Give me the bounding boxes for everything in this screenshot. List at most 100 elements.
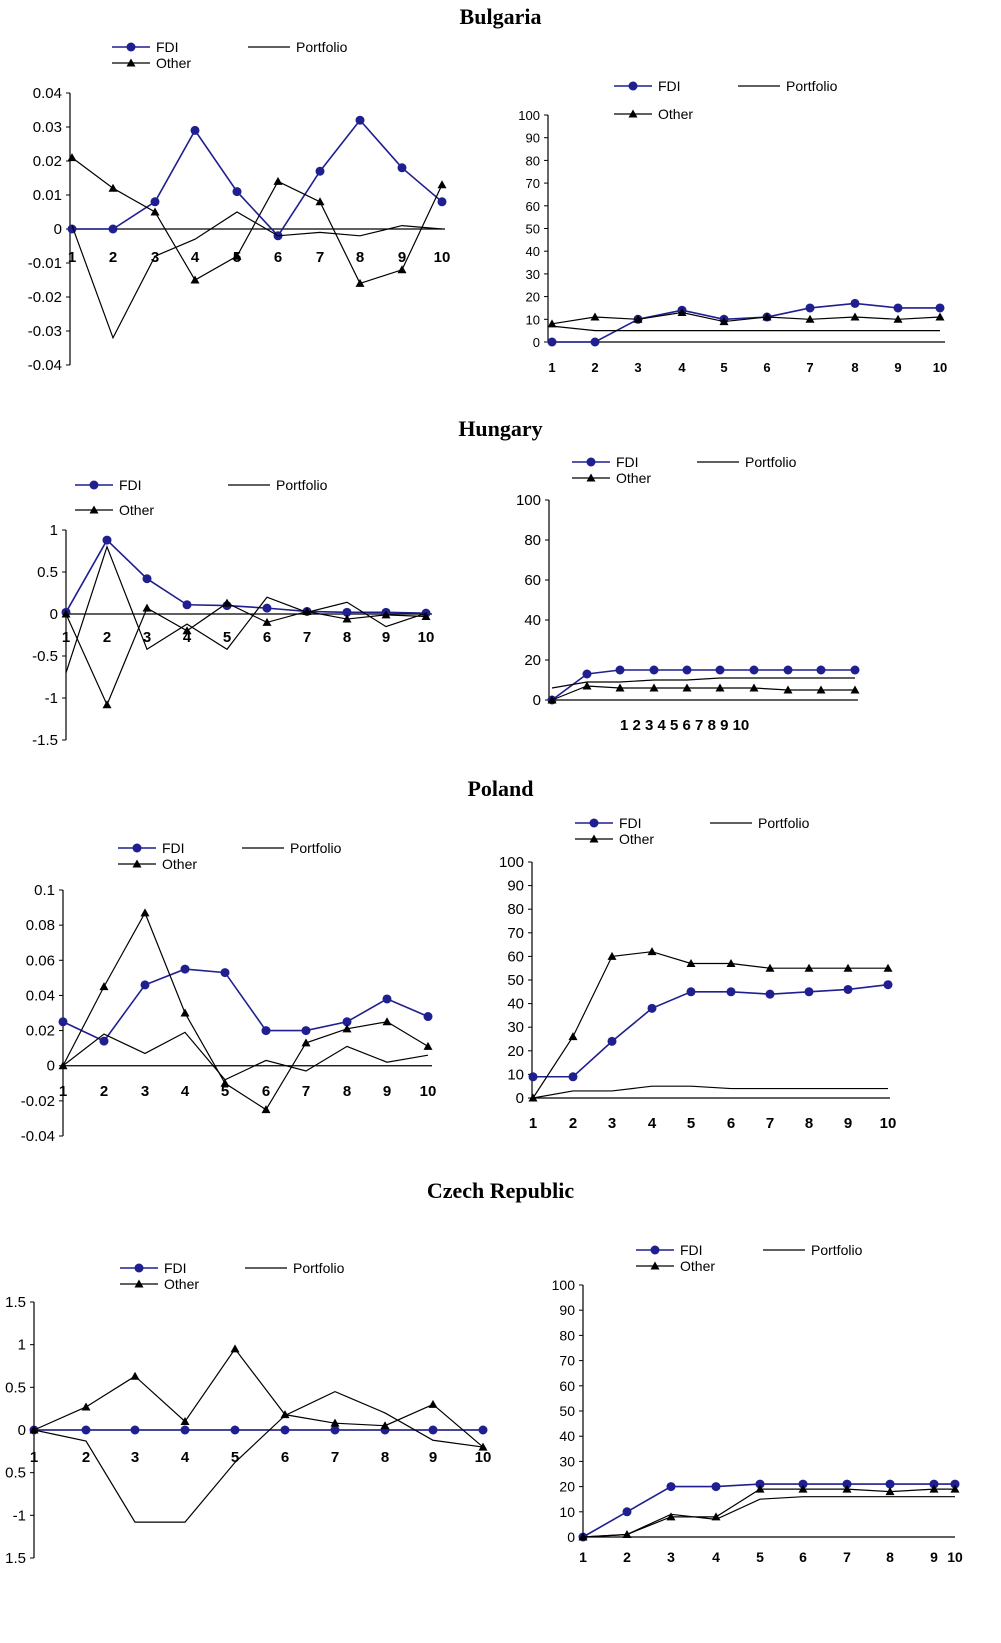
legend-fdi-label: FDI: [156, 39, 179, 55]
fdi-point: [615, 665, 625, 675]
fdi-point: [99, 1036, 109, 1046]
other-point: [261, 1105, 271, 1114]
fdi-point: [58, 1017, 68, 1027]
y-tick-label: 90: [559, 1302, 575, 1318]
other-point: [929, 1484, 939, 1493]
other-point: [315, 197, 325, 206]
fdi-point: [355, 115, 365, 125]
other-point: [280, 1410, 290, 1419]
fdi-point: [232, 187, 242, 197]
y-tick-label: 70: [507, 925, 524, 942]
y-tick-label: 100: [518, 108, 540, 123]
y-tick-label: 60: [526, 199, 540, 214]
other-point: [715, 683, 725, 692]
fdi-point: [647, 1003, 657, 1013]
other-point: [883, 963, 893, 972]
x-tick-label: 2: [569, 1115, 577, 1132]
y-tick-label: 30: [507, 1019, 524, 1036]
legend-fdi-marker: [589, 818, 599, 828]
fdi-point: [929, 1479, 939, 1489]
y-tick-label: 0: [567, 1529, 575, 1545]
y-tick-label: 0: [47, 1058, 55, 1075]
fdi-point: [142, 574, 152, 584]
legend-other-marker: [586, 473, 596, 482]
y-tick-label: 90: [526, 131, 540, 146]
fdi-point: [315, 166, 325, 176]
x-tick-label: 6: [281, 1449, 289, 1466]
other-point: [805, 314, 815, 323]
fdi-point: [140, 980, 150, 990]
series-fdi-line: [62, 968, 429, 1043]
other-point: [578, 1532, 588, 1541]
other-point: [649, 683, 659, 692]
other-point: [81, 1402, 91, 1411]
y-tick-label: 100: [552, 1277, 576, 1293]
y-tick-label: -0.04: [21, 1128, 55, 1145]
other-point: [180, 1416, 190, 1425]
x-tick-label: 4: [712, 1549, 720, 1565]
x-tick-label: 1: [59, 1083, 67, 1100]
y-tick-label: 70: [559, 1353, 575, 1369]
fdi-point: [682, 665, 692, 675]
other-point: [342, 1024, 352, 1033]
fdi-point: [582, 669, 592, 679]
legend-fdi-label: FDI: [119, 477, 142, 493]
other-point: [102, 700, 112, 709]
fdi-point: [220, 968, 230, 978]
legend-fdi-marker: [89, 480, 99, 490]
x-tick-label: 8: [343, 1083, 351, 1100]
y-tick-label: 0: [533, 692, 541, 709]
y-tick-label: 40: [507, 996, 524, 1013]
x-tick-label: 1: [529, 1115, 537, 1132]
x-tick-label: 9: [930, 1549, 938, 1565]
legend-portfolio-label: Portfolio: [745, 454, 797, 470]
other-point: [182, 626, 192, 635]
y-tick-label: 0.5: [5, 1379, 26, 1396]
y-tick-label: 0.1: [34, 882, 55, 899]
other-point: [142, 603, 152, 612]
title-hungary: Hungary: [458, 416, 543, 441]
fdi-point: [715, 665, 725, 675]
x-tick-label: 10: [880, 1115, 897, 1132]
fdi-point: [590, 337, 600, 347]
y-tick-label: 100: [499, 854, 524, 871]
other-point: [568, 1032, 578, 1041]
x-tick-label: 10: [418, 629, 435, 646]
other-point: [397, 265, 407, 274]
y-tick-label: 10: [559, 1504, 575, 1520]
other-point: [666, 1512, 676, 1521]
fdi-point: [783, 665, 793, 675]
other-point: [108, 183, 118, 192]
x-tick-label: 4: [183, 629, 192, 646]
fdi-point: [478, 1425, 488, 1435]
other-point: [262, 617, 272, 626]
series-other-line: [532, 951, 888, 1099]
series-other-line: [551, 685, 855, 701]
fdi-point: [568, 1072, 578, 1082]
other-point: [428, 1399, 438, 1408]
fdi-point: [935, 303, 945, 313]
other-point: [230, 1344, 240, 1353]
x-tick-label: 9: [383, 1083, 391, 1100]
other-point: [762, 312, 772, 321]
legend-other-label: Other: [164, 1276, 199, 1292]
fdi-point: [622, 1507, 632, 1517]
series-other-line: [33, 1347, 484, 1448]
fdi-point: [883, 980, 893, 990]
other-point: [423, 1041, 433, 1050]
legend-fdi-marker: [134, 1263, 144, 1273]
y-tick-label: -1.5: [32, 732, 58, 749]
y-tick-label: 0: [50, 606, 58, 623]
series-fdi-line: [552, 302, 940, 343]
x-tick-label: 10: [947, 1549, 963, 1565]
chart-poland-left: 0.1 0.08 0.06 0.04 0.02 0 -0.02 -0.04 1 2 3 4 5 6 7 8 9 1…: [21, 840, 437, 1145]
series-fdi-line: [72, 118, 443, 238]
legend-other-marker: [132, 859, 142, 868]
y-tick-label: 20: [507, 1043, 524, 1060]
fdi-point: [816, 665, 826, 675]
legend-other-label: Other: [119, 502, 154, 518]
y-tick-label: -0.01: [28, 255, 62, 272]
other-point: [850, 685, 860, 694]
legend-fdi-marker: [650, 1245, 660, 1255]
